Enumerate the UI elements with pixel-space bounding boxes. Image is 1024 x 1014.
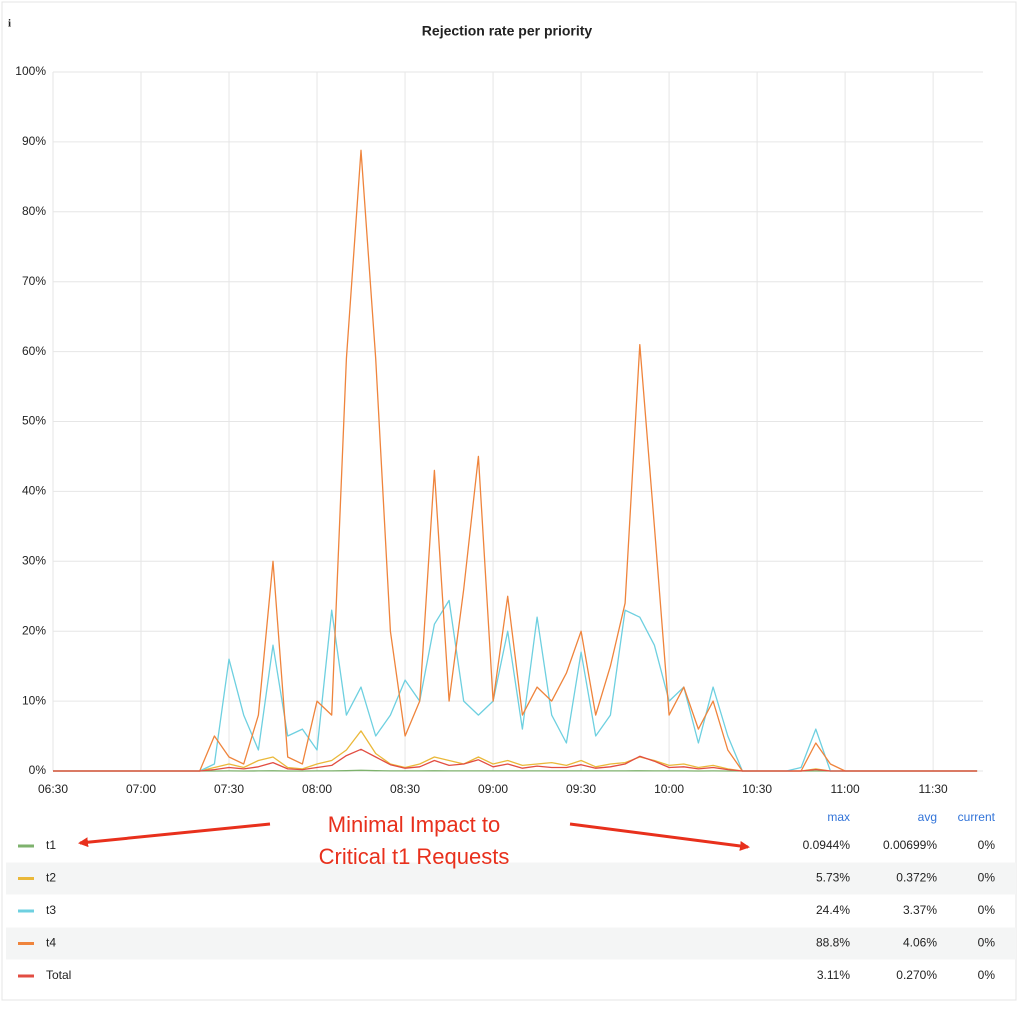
legend-row-bg	[6, 862, 1016, 895]
annotation: Critical t1 Requests	[319, 844, 510, 869]
legend-value: 0%	[978, 838, 996, 852]
x-tick-label: 06:30	[38, 782, 68, 796]
x-tick-label: 08:00	[302, 782, 332, 796]
x-tick-label: 11:00	[831, 782, 860, 796]
legend-value: 0%	[978, 968, 996, 982]
x-tick-label: 11:30	[919, 782, 948, 796]
y-tick-label: 40%	[22, 484, 46, 498]
legend-label: t4	[46, 936, 56, 950]
legend-value: 0.372%	[896, 871, 937, 885]
legend-value: 0%	[978, 903, 996, 917]
y-tick-label: 90%	[22, 134, 46, 148]
x-tick-label: 09:30	[566, 782, 596, 796]
plot	[53, 149, 978, 772]
y-tick-label: 30%	[22, 553, 46, 567]
legend: max avg current t1 0.0944% 0.00699% 0% t2 5.73% 0…	[6, 810, 1016, 982]
legend-row-bg	[6, 927, 1016, 960]
x-tick-label: 07:00	[126, 782, 156, 796]
annotation: Minimal Impact to	[328, 812, 500, 837]
y-tick-label: 70%	[22, 274, 46, 288]
legend-value: 24.4%	[816, 903, 850, 917]
chart-title: Rejection rate per priority	[422, 23, 593, 39]
y-tick-label: 20%	[22, 623, 46, 637]
x-tick-label: 08:30	[390, 782, 420, 796]
legend-value: 0.0944%	[803, 838, 851, 852]
x-tick-label: 10:30	[742, 782, 772, 796]
x-tick-label: 07:30	[214, 782, 244, 796]
annotation-arrow	[569, 822, 750, 851]
legend-header: current	[958, 810, 996, 824]
legend-value: 3.11%	[817, 968, 850, 982]
y-tick-label: 10%	[22, 693, 46, 707]
legend-label: t3	[46, 903, 56, 917]
grid: 0% 10% 20% 30% 40% 50% 60% 70% 80% 90% 100% 06:30 07…	[15, 64, 983, 796]
legend-value: 0.00699%	[883, 838, 937, 852]
x-tick-label: 09:00	[478, 782, 508, 796]
series-line	[53, 748, 978, 772]
legend-value: 88.8%	[816, 936, 850, 950]
y-tick-label: 60%	[22, 344, 46, 358]
legend-label: t1	[46, 838, 56, 852]
legend-value: 4.06%	[903, 936, 937, 950]
series-line	[53, 149, 978, 772]
y-tick-label: 80%	[22, 204, 46, 218]
legend-label: t2	[46, 871, 56, 885]
x-tick-label: 10:00	[654, 782, 684, 796]
legend-label: Total	[46, 968, 71, 982]
legend-header: avg	[918, 810, 937, 824]
legend-value: 0%	[978, 936, 996, 950]
annotation-arrow	[78, 822, 271, 848]
y-tick-label: 100%	[15, 64, 46, 78]
series-line	[53, 769, 978, 772]
legend-value: 3.37%	[903, 903, 937, 917]
legend-header: max	[827, 810, 850, 824]
y-tick-label: 50%	[22, 414, 46, 428]
y-tick-label: 0%	[29, 763, 47, 777]
info-icon[interactable]: i	[8, 18, 11, 30]
legend-value: 0.270%	[896, 968, 937, 982]
legend-value: 0%	[978, 871, 996, 885]
series-line	[53, 599, 978, 772]
legend-value: 5.73%	[816, 871, 850, 885]
